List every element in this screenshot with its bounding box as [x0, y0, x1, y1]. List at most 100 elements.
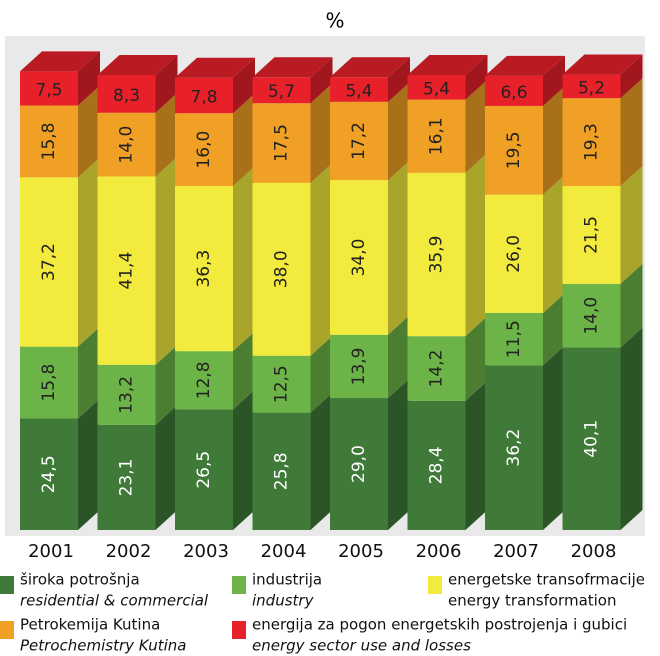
legend-label-en: energy sector use and losses [252, 637, 471, 655]
chart-subtitle: % [325, 9, 344, 33]
value-label: 16,1 [427, 117, 447, 155]
value-label: 34,0 [349, 239, 369, 277]
bar-front [562, 283, 621, 348]
value-label: 16,0 [194, 131, 214, 169]
bar-front [175, 77, 233, 114]
bar-front [20, 105, 78, 178]
bar-front [485, 194, 543, 313]
bar-segment [252, 83, 333, 183]
bar-top [562, 54, 643, 75]
legend-label: industrija [252, 571, 322, 589]
bar-segment [20, 51, 100, 106]
bar-front [97, 112, 156, 177]
value-label: 24,5 [39, 455, 59, 493]
legend-label-en: residential & commercial [20, 592, 209, 610]
x-tick-label: 2005 [338, 541, 384, 562]
bar-segment [485, 85, 565, 195]
value-label: 17,2 [349, 122, 369, 160]
x-tick-label: 2008 [571, 541, 617, 562]
value-label: 14,0 [117, 126, 137, 164]
bar-front [20, 346, 78, 419]
legend-label: Petrokemija Kutina [20, 616, 160, 634]
bar-side [155, 55, 178, 113]
bar-front [20, 71, 78, 106]
value-label: 23,1 [117, 459, 137, 497]
value-label: 26,5 [194, 451, 214, 489]
bar-side [543, 85, 565, 195]
legend-swatch [0, 576, 14, 594]
legend-swatch [0, 621, 14, 639]
value-label: 11,5 [504, 320, 524, 358]
bar-front [20, 177, 78, 347]
value-label: 41,4 [117, 252, 137, 290]
value-label: 28,4 [427, 446, 447, 484]
bar-front [330, 398, 388, 530]
bar-front [175, 186, 233, 352]
bar-top [20, 51, 100, 72]
bar-side [465, 79, 488, 173]
bar-front [330, 101, 388, 181]
value-label: 15,8 [39, 123, 59, 161]
value-label: 17,5 [272, 124, 292, 162]
value-label: 6,6 [500, 83, 527, 103]
value-label: 15,8 [39, 364, 59, 402]
bar-side [465, 55, 488, 100]
bar-segment [562, 54, 643, 99]
value-label: 5,2 [578, 78, 605, 98]
value-label: 14,0 [582, 297, 602, 335]
bar-segment [330, 81, 410, 181]
value-label: 35,9 [427, 236, 447, 274]
value-label: 13,9 [349, 347, 369, 385]
legend-swatch [232, 576, 246, 594]
value-label: 40,1 [582, 420, 602, 458]
bar-side [388, 81, 410, 181]
value-label: 21,5 [582, 216, 602, 254]
legend-label-en: energy transformation [448, 592, 617, 610]
bar-side [543, 55, 565, 106]
value-label: 7,5 [35, 80, 62, 100]
bar-side [155, 156, 178, 365]
bar-side [233, 389, 255, 530]
bar-side [620, 263, 643, 348]
value-label: 5,7 [268, 82, 295, 102]
bar-side [155, 404, 178, 530]
x-tick-label: 2002 [106, 541, 152, 562]
value-label: 38,0 [272, 250, 292, 288]
bar-front [407, 400, 466, 530]
bar-segment [97, 156, 178, 365]
bar-side [78, 157, 100, 347]
bar-side [310, 83, 333, 183]
bar-segment [485, 292, 565, 366]
value-label: 12,5 [272, 365, 292, 403]
bar-segment [330, 57, 410, 102]
bar-side [78, 85, 100, 178]
bar-segment [97, 404, 178, 530]
bar-front [97, 176, 156, 365]
bar-side [388, 57, 410, 102]
bar-segment [407, 55, 488, 100]
value-label: 19,3 [582, 123, 602, 161]
value-label: 25,8 [272, 452, 292, 490]
bar-top [175, 57, 255, 78]
bar-front [330, 180, 388, 335]
bar-side [388, 160, 410, 335]
bar-front [97, 424, 156, 530]
bar-side [78, 398, 100, 530]
x-tick-label: 2003 [183, 541, 229, 562]
bar-front [485, 312, 543, 366]
bar-front [252, 182, 311, 356]
value-label: 12,8 [194, 361, 214, 399]
bar-segment [175, 93, 255, 187]
value-label: 13,2 [117, 376, 137, 414]
bar-side [233, 331, 255, 410]
bar-front [562, 74, 621, 99]
bar-segment [562, 166, 643, 284]
bar-front [485, 105, 543, 195]
bar-side [620, 327, 643, 530]
bar-side [388, 378, 410, 530]
bar-segment [562, 327, 643, 530]
bar-front [252, 77, 311, 104]
value-label: 19,5 [504, 131, 524, 169]
bar-side [465, 380, 488, 530]
